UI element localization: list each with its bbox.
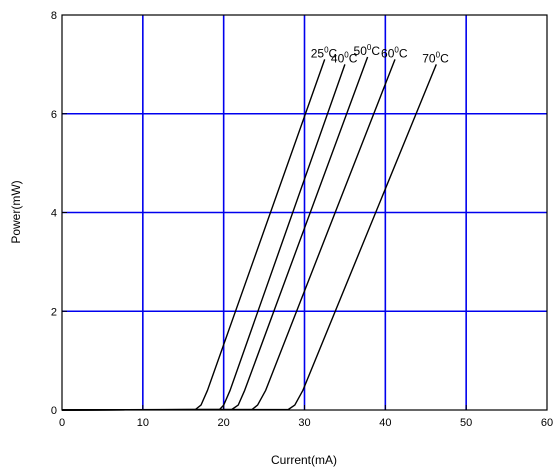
y-tick-label: 8 (51, 10, 57, 22)
series-label-degree: 0 (324, 45, 329, 54)
series-label-value: 50 (354, 44, 368, 58)
series-label-unit: C (329, 46, 338, 60)
series-label-40c: 400C (331, 50, 358, 65)
series-label-degree: 0 (436, 50, 441, 59)
x-axis-title: Current(mA) (271, 453, 337, 467)
series-label-degree: 0 (344, 50, 349, 59)
series-label-70c: 700C (422, 50, 449, 65)
series-label-50c: 500C (354, 43, 381, 58)
series-label-value: 40 (331, 51, 345, 65)
series-label-value: 25 (311, 46, 325, 60)
y-tick-label: 6 (51, 109, 57, 121)
x-tick-label: 30 (298, 417, 310, 429)
y-tick-label: 4 (51, 208, 57, 220)
series-label-60c: 600C (381, 45, 408, 60)
x-tick-label: 10 (137, 417, 149, 429)
grid (62, 15, 547, 410)
x-tick-label: 20 (218, 417, 230, 429)
series-label-25c: 250C (311, 45, 338, 60)
series-label-degree: 0 (367, 43, 372, 52)
x-tick-label: 40 (379, 417, 391, 429)
series-label-unit: C (399, 46, 408, 60)
series-label-unit: C (440, 51, 449, 65)
series-label-value: 70 (422, 51, 436, 65)
x-tick-label: 0 (59, 417, 65, 429)
y-tick-label: 0 (51, 405, 57, 417)
y-axis-title: Power(mW) (9, 180, 23, 243)
y-tick-label: 2 (51, 306, 57, 318)
x-tick-label: 60 (541, 417, 553, 429)
series-label-value: 60 (381, 46, 395, 60)
series-label-degree: 0 (394, 45, 399, 54)
series-label-unit: C (371, 44, 380, 58)
x-tick-label: 50 (460, 417, 472, 429)
series-label-unit: C (349, 51, 358, 65)
